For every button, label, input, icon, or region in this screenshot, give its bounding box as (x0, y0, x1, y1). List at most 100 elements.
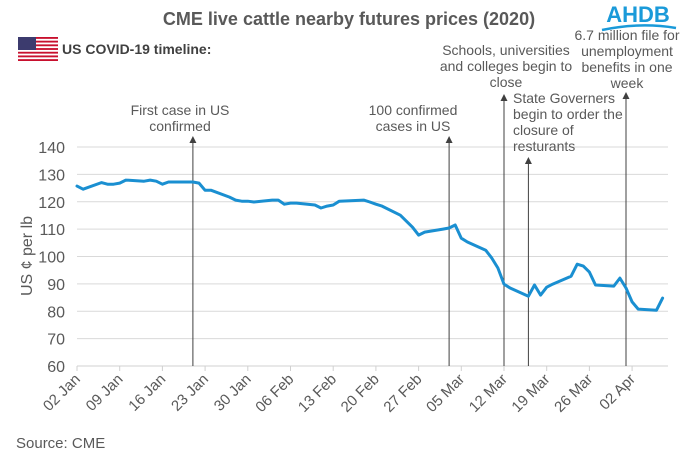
data-point (240, 200, 243, 203)
y-axis-ticks: 60 70 80 90 100 110 120 130 140 (38, 140, 65, 376)
annotation-text: closure of (513, 122, 574, 138)
arrow-up-icon (622, 92, 630, 99)
data-point (618, 277, 621, 280)
y-tick-label: 60 (47, 359, 65, 376)
data-point (283, 203, 286, 206)
arrow-up-icon (500, 94, 508, 101)
data-point (228, 196, 231, 199)
x-tick-label: 19 Mar (508, 371, 553, 416)
data-point (594, 283, 597, 286)
arrow-up-icon (524, 157, 532, 164)
series-line (75, 178, 665, 312)
data-point (368, 201, 371, 204)
data-point (313, 204, 316, 207)
annotation-text: cases in US (376, 118, 451, 134)
y-tick-label: 120 (38, 195, 65, 212)
x-tick-label: 20 Feb (338, 371, 383, 416)
x-tick-label: 27 Feb (380, 371, 425, 416)
data-point (423, 231, 426, 234)
data-point (625, 286, 628, 289)
x-tick-label: 05 Mar (423, 371, 468, 416)
data-point (112, 183, 115, 186)
data-point (210, 189, 213, 192)
data-point (545, 286, 548, 289)
ahdb-logo: AHDB (601, 2, 677, 32)
annotation-text: Schools, universities (442, 42, 570, 58)
x-tick-label: 02 Apr (596, 371, 639, 414)
data-point (631, 300, 634, 303)
arrow-up-icon (445, 136, 453, 143)
data-point (374, 203, 377, 206)
arrow-up-icon (189, 136, 197, 143)
x-tick-label: 09 Jan (83, 371, 127, 415)
data-point (326, 205, 329, 208)
data-point (490, 257, 493, 260)
y-tick-label: 80 (47, 304, 65, 321)
x-tick-label: 23 Jan (168, 371, 212, 415)
annotation-text: 100 confirmed (369, 102, 458, 118)
data-point (289, 202, 292, 205)
data-point (496, 266, 499, 269)
data-point (588, 271, 591, 274)
data-point (399, 214, 402, 217)
data-point (332, 204, 335, 207)
x-tick-label: 16 Jan (125, 371, 169, 415)
y-tick-label: 100 (38, 250, 65, 267)
data-point (570, 275, 573, 278)
data-point (252, 201, 255, 204)
annotation-text: 6.7 million file for (574, 27, 679, 43)
data-point (100, 181, 103, 184)
chart-title: CME live cattle nearby futures prices (2… (163, 9, 535, 29)
annotation-text: and colleges begin to (440, 58, 573, 74)
data-point (509, 286, 512, 289)
data-point (381, 205, 384, 208)
annotation-text: confirmed (149, 118, 210, 134)
data-point (637, 308, 640, 311)
data-point (167, 181, 170, 184)
data-point (271, 199, 274, 202)
annotation-text: week (610, 75, 645, 91)
y-tick-label: 70 (47, 332, 65, 349)
data-point (277, 199, 280, 202)
data-point (539, 294, 542, 297)
data-point (204, 189, 207, 192)
data-point (124, 179, 127, 182)
data-point (405, 220, 408, 223)
data-point (576, 263, 579, 266)
data-point (191, 181, 194, 184)
x-tick-label: 06 Feb (252, 371, 297, 416)
data-point (76, 185, 79, 188)
data-point (448, 227, 451, 230)
annotation: 6.7 million file forunemploymentbenefits… (574, 27, 680, 366)
data-point (161, 183, 164, 186)
x-tick-label: 30 Jan (211, 371, 255, 415)
data-point (295, 202, 298, 205)
annotation-text: First case in US (131, 102, 230, 118)
y-axis-label: US ¢ per lb (19, 216, 36, 296)
data-point (417, 234, 420, 237)
data-point (155, 180, 158, 183)
gridlines (77, 146, 668, 367)
data-point (551, 283, 554, 286)
y-tick-label: 90 (47, 277, 65, 294)
data-point (533, 283, 536, 286)
data-point (149, 179, 152, 182)
data-point (503, 283, 506, 286)
data-point (442, 228, 445, 231)
annotation-text: resturants (513, 138, 575, 154)
data-point (82, 188, 85, 191)
y-tick-label: 130 (38, 167, 65, 184)
logo-text: AHDB (606, 2, 670, 27)
source-note: Source: CME (16, 435, 105, 452)
logo-swoosh-icon (601, 24, 677, 32)
data-point (198, 182, 201, 185)
data-point (246, 200, 249, 203)
x-tick-label: 02 Jan (40, 371, 84, 415)
annotation-text: close (490, 74, 523, 90)
